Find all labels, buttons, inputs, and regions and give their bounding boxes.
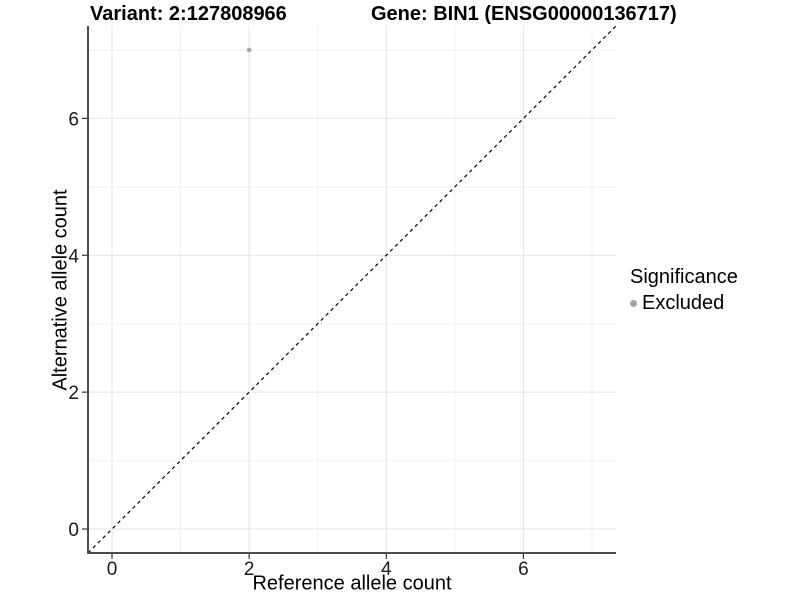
variant-title: Variant: 2:127808966 (90, 3, 287, 25)
legend-point-icon (630, 300, 637, 307)
legend-item-excluded: Excluded (630, 292, 738, 315)
x-tick-label: 2 (244, 559, 255, 580)
gene-title: Gene: BIN1 (ENSG00000136717) (371, 3, 677, 25)
legend-item-label: Excluded (642, 292, 725, 314)
legend: Significance Excluded (630, 266, 738, 315)
y-axis-title: Alternative allele count (49, 189, 72, 391)
y-tick-label: 6 (68, 109, 79, 130)
y-tick-label: 0 (68, 520, 79, 541)
y-tick-label: 2 (68, 383, 79, 404)
data-point-excluded (246, 47, 252, 53)
x-tick-label: 4 (381, 559, 392, 580)
legend-title: Significance (630, 266, 738, 288)
x-tick-label: 6 (518, 559, 529, 580)
y-tick-label: 4 (68, 246, 79, 267)
x-tick-label: 0 (107, 559, 118, 580)
identity-line (87, 25, 617, 554)
x-axis-title: Reference allele count (252, 572, 452, 595)
